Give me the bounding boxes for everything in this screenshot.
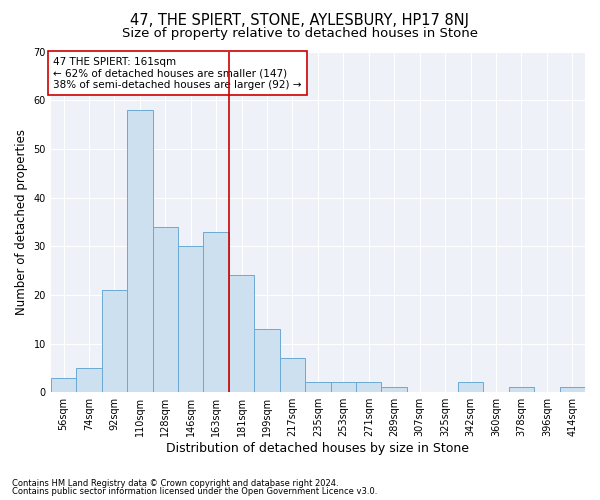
Bar [458, 382, 483, 392]
Bar [254, 329, 280, 392]
Bar [152, 226, 178, 392]
Bar [101, 290, 127, 392]
Bar [203, 232, 229, 392]
Bar [76, 368, 101, 392]
Bar [382, 388, 407, 392]
Bar [356, 382, 382, 392]
Bar [178, 246, 203, 392]
Bar [280, 358, 305, 392]
Bar [509, 388, 534, 392]
Bar [305, 382, 331, 392]
Bar [331, 382, 356, 392]
Text: 47 THE SPIERT: 161sqm
← 62% of detached houses are smaller (147)
38% of semi-det: 47 THE SPIERT: 161sqm ← 62% of detached … [53, 56, 302, 90]
Bar [51, 378, 76, 392]
Text: Contains HM Land Registry data © Crown copyright and database right 2024.: Contains HM Land Registry data © Crown c… [12, 478, 338, 488]
Text: 47, THE SPIERT, STONE, AYLESBURY, HP17 8NJ: 47, THE SPIERT, STONE, AYLESBURY, HP17 8… [131, 12, 470, 28]
Bar [127, 110, 152, 392]
Text: Size of property relative to detached houses in Stone: Size of property relative to detached ho… [122, 28, 478, 40]
X-axis label: Distribution of detached houses by size in Stone: Distribution of detached houses by size … [166, 442, 469, 455]
Bar [560, 388, 585, 392]
Bar [229, 276, 254, 392]
Text: Contains public sector information licensed under the Open Government Licence v3: Contains public sector information licen… [12, 487, 377, 496]
Y-axis label: Number of detached properties: Number of detached properties [15, 129, 28, 315]
